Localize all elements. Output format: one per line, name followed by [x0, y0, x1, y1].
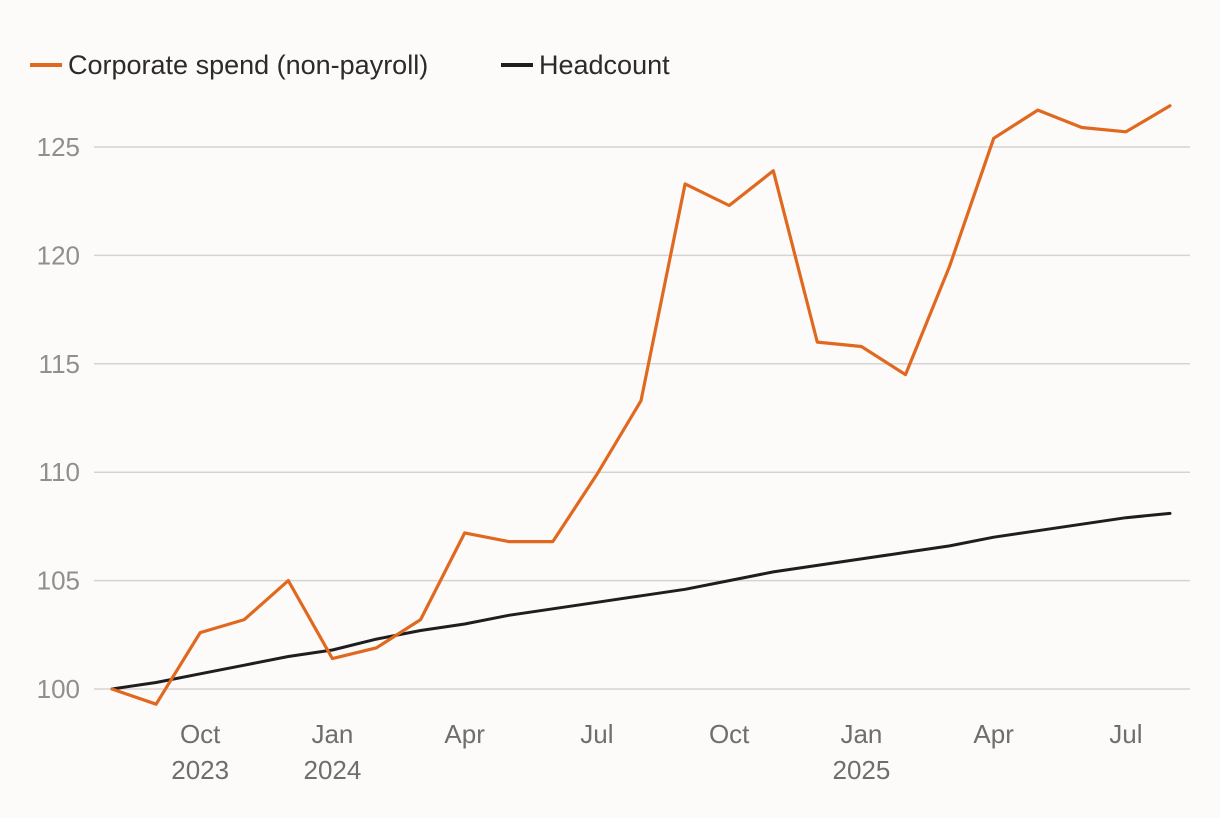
x-tick-label-2024-07: Jul	[580, 719, 613, 749]
y-tick-label-115: 115	[39, 349, 80, 379]
legend: Corporate spend (non-payroll) Headcount	[30, 50, 670, 80]
x-tick-label-2025-01: Jan	[840, 719, 882, 749]
x-tick-label-2025-04: Apr	[973, 719, 1014, 749]
legend-label-headcount: Headcount	[539, 50, 670, 80]
y-tick-label-105: 105	[37, 566, 80, 596]
y-tick-label-120: 120	[37, 240, 80, 270]
x-tick-year-2023: 2023	[171, 755, 229, 785]
x-tick-year-2024: 2024	[303, 755, 361, 785]
x-tick-label-2024-10: Oct	[709, 719, 750, 749]
y-tick-label-125: 125	[37, 132, 80, 162]
x-tick-label-2025-07: Jul	[1109, 719, 1142, 749]
x-axis-ticks: Oct 2023 Jan 2024 Apr Jul Oct Jan 2025 Apr Jul	[171, 719, 1142, 785]
legend-label-spend: Corporate spend (non-payroll)	[68, 50, 428, 80]
x-tick-label-2023-10: Oct	[180, 719, 221, 749]
series-lines	[110, 104, 1172, 706]
series-line-spend	[110, 104, 1172, 706]
series-line-headcount	[110, 511, 1172, 691]
x-tick-label-2024-01: Jan	[311, 719, 353, 749]
y-axis-ticks: 100 105 110 115 120 125	[37, 132, 80, 704]
x-tick-label-2024-04: Apr	[444, 719, 485, 749]
y-tick-label-110: 110	[39, 457, 80, 487]
x-tick-year-2025: 2025	[832, 755, 890, 785]
y-tick-label-100: 100	[37, 674, 80, 704]
gridlines	[94, 146, 1190, 690]
